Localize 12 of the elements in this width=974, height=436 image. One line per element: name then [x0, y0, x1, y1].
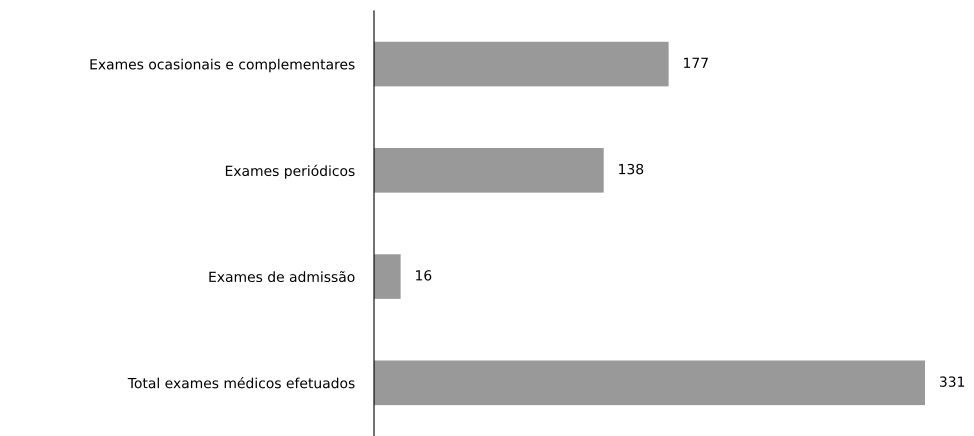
y-tick-label: Exames de admissão — [209, 271, 354, 282]
y-tick-label: Exames periódicos — [226, 164, 355, 179]
y-tick-label: Exames ocasionais e complementares — [90, 58, 355, 72]
y-tick-label: Total exames médicos efetuados — [128, 377, 355, 388]
bar — [374, 42, 669, 86]
bar — [374, 148, 604, 193]
data-label: 331 — [940, 376, 964, 387]
data-label: 16 — [416, 270, 432, 281]
bar — [374, 254, 401, 299]
data-label: 138 — [619, 164, 644, 174]
data-label: 177 — [684, 58, 708, 68]
bar — [374, 360, 925, 406]
